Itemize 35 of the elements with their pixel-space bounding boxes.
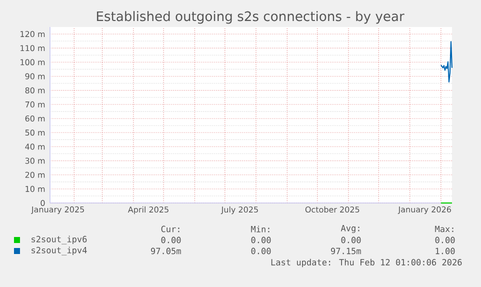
y-tick-label: 40 m [25,144,45,150]
text: Last update: Thu Feb 12 01:00:06 2026 [271,258,462,268]
y-tick-label: 100 m [20,59,45,66]
x-tick-label: April 2025 [128,206,168,214]
y-tick-label: 50 m [25,130,45,136]
text: 0.00 [435,236,455,244]
text: Min: [251,226,270,232]
y-tick-label: 80 m [25,87,45,94]
legend-label: s2sout_ipv4 [32,246,87,256]
text: Avg: [340,224,360,234]
text: 0.00 [341,236,361,244]
text: Max: [435,226,454,232]
text: Cur: [161,226,180,232]
chart-title: Established outgoing s2s connections - by year [96,11,404,24]
x-tick-label: July 2025 [220,206,258,214]
text: 97.15m [330,248,361,254]
y-tick-label: 70 m [25,101,45,108]
text: 97.05m [150,248,181,254]
line-series [440,41,453,82]
x-tick-label: October 2025 [305,206,360,213]
x-tick-label: January 2026 [398,206,451,214]
y-tick-label: 120 m [20,31,45,38]
text: 1.00 [436,248,455,254]
y-tick-label: 20 m [25,172,45,178]
x-tick-label: January 2025 [31,206,84,214]
y-tick-label: 10 m [26,186,45,192]
y-tick-label: 30 m [25,158,45,164]
text: 0.00 [251,236,271,244]
y-tick-label: 110 m [20,45,45,52]
y-tick-label: 60 m [25,115,45,122]
y-tick-label: 0 [40,200,45,206]
text: 0.00 [251,248,271,254]
legend-label: s2sout_ipv6 [32,236,87,244]
text: 0.00 [161,236,181,244]
y-tick-label: 90 m [25,73,45,80]
